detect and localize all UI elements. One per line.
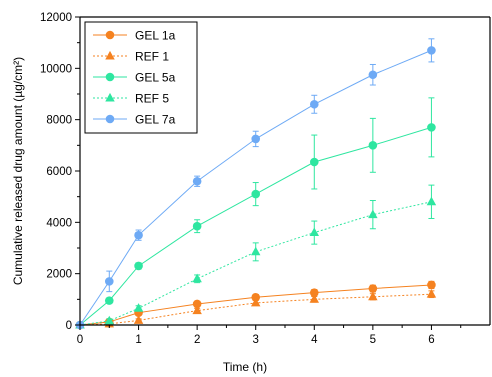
x-axis-title: Time (h) — [223, 360, 267, 374]
y-tick-label: 6000 — [46, 166, 72, 178]
x-tick-label: 6 — [428, 334, 434, 346]
data-point — [250, 246, 261, 256]
x-tick-label: 1 — [135, 334, 141, 346]
x-tick-label: 3 — [253, 334, 259, 346]
legend-item: GEL 5a — [93, 71, 176, 85]
x-tick-label: 2 — [194, 334, 200, 346]
data-point — [104, 296, 114, 305]
series-line — [79, 49, 432, 326]
data-point — [134, 230, 143, 240]
data-point — [192, 176, 202, 186]
data-point — [192, 299, 202, 309]
data-point — [309, 288, 319, 297]
legend-item: REF 5 — [93, 92, 169, 106]
x-tick-label: 5 — [370, 334, 376, 346]
data-point — [105, 92, 115, 102]
data-point — [192, 273, 202, 283]
legend-label: GEL 5a — [135, 71, 176, 85]
y-tick-label: 2000 — [46, 269, 72, 281]
data-point — [192, 305, 202, 315]
legend-item: GEL 7a — [93, 113, 176, 127]
y-tick-label: 10000 — [40, 63, 72, 75]
data-point — [105, 114, 115, 124]
legend-label: REF 5 — [135, 92, 169, 106]
data-point — [309, 294, 320, 303]
axes: 0 1 2 3 4 5 6 0 2000 4000 6000 8000 10000 12000 Time (… — [11, 12, 491, 374]
series-gel-7a — [75, 38, 436, 330]
series-line — [79, 284, 432, 326]
data-point — [427, 123, 436, 132]
x-tick-label: 4 — [311, 334, 318, 346]
data-point — [309, 157, 319, 167]
legend-item: GEL 1a — [93, 29, 176, 43]
y-axis-title: Cumulative released drug amount (µg/cm²) — [11, 57, 25, 285]
data-point — [368, 141, 378, 150]
data-point — [133, 303, 144, 312]
legend: GEL 1a REF 1 GEL 5a REF 5 GEL 7a — [84, 21, 198, 134]
legend-label: GEL 7a — [135, 113, 176, 127]
y-tick-label: 12000 — [40, 12, 72, 24]
y-tick-label: 0 — [66, 320, 72, 332]
data-point — [250, 297, 261, 307]
data-point — [427, 280, 436, 290]
legend-label: GEL 1a — [135, 29, 176, 43]
data-point — [104, 315, 115, 325]
data-point — [192, 221, 202, 231]
data-point — [251, 189, 261, 199]
data-point — [368, 284, 378, 293]
y-tick-label: 4000 — [46, 217, 72, 229]
plot-area — [75, 38, 437, 330]
data-point — [251, 292, 261, 302]
data-point — [105, 72, 115, 82]
data-point — [105, 50, 115, 60]
data-point — [309, 99, 319, 109]
x-tick-label: 0 — [77, 334, 83, 346]
series-line — [79, 126, 432, 326]
data-point — [105, 30, 115, 40]
data-point — [426, 196, 437, 206]
legend-label: REF 1 — [135, 50, 169, 64]
series-line — [79, 201, 432, 326]
data-point — [251, 134, 261, 144]
data-point — [426, 289, 437, 298]
series-gel-5a — [75, 97, 436, 330]
legend-item: REF 1 — [93, 50, 169, 64]
series-ref-5 — [75, 184, 437, 329]
series-line — [79, 293, 432, 326]
data-point — [133, 315, 144, 324]
data-point — [104, 277, 114, 286]
data-point — [368, 209, 378, 219]
data-point — [427, 46, 436, 55]
data-point — [134, 261, 143, 271]
data-point — [368, 70, 378, 80]
y-tick-label: 8000 — [46, 115, 72, 127]
data-point — [368, 291, 378, 301]
data-point — [309, 227, 320, 237]
